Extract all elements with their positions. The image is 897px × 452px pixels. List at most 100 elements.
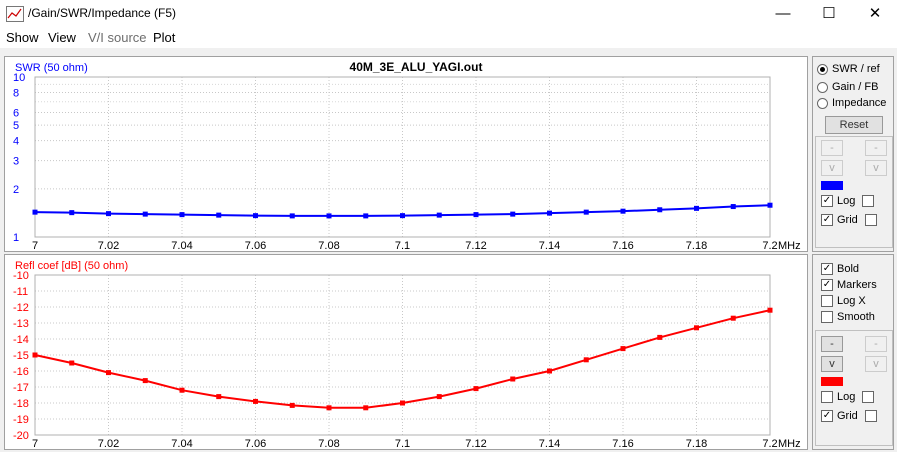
reset-button[interactable]: Reset (825, 116, 883, 134)
top-grid-checkbox[interactable]: ✓ (821, 214, 833, 227)
refl-y-axis-title: Refl coef [dB] (50 ohm) (15, 260, 128, 272)
menu-view[interactable]: View (48, 30, 76, 45)
swr-data-point (547, 210, 552, 216)
refl-plot-panel: 7 7.02 7.04 7.06 7.08 7.1 7.12 7.14 7.16 7.18 7.2 M… (4, 254, 808, 450)
menu-bar: Show View V/I source Plot (0, 28, 897, 48)
bottom-color-swatch[interactable] (821, 377, 843, 386)
swr-ytick-label: 5 (13, 120, 19, 132)
swr-plot-panel: 7 7.02 7.04 7.06 7.08 7.1 7.12 7.14 7.16 7.18 7.2 M… (4, 56, 808, 252)
smooth-checkbox[interactable] (821, 311, 833, 324)
swr-data-point (730, 204, 736, 210)
refl-ytick-label: -18 (13, 398, 29, 410)
top-right-v-button[interactable]: v (865, 160, 887, 176)
radio-swr-label: SWR / ref (832, 63, 880, 75)
swr-data-point (694, 205, 699, 211)
refl-xtick-label: 7.04 (171, 438, 192, 449)
top-axis-group (815, 136, 893, 248)
refl-data-point (694, 325, 699, 331)
radio-swr-dot[interactable] (817, 63, 828, 75)
bottom-log-label: Log (837, 391, 856, 404)
swr-y-axis-title: SWR (50 ohm) (15, 62, 88, 74)
refl-ytick-label: -19 (13, 414, 29, 426)
refl-data-point (473, 386, 479, 392)
markers-row: ✓ Markers (821, 279, 877, 293)
swr-data-point (657, 207, 663, 213)
refl-ytick-label: -17 (13, 382, 29, 394)
radio-impedance[interactable]: Impedance (817, 97, 886, 111)
swr-xtick-label: 7.06 (245, 240, 266, 251)
maximize-button[interactable]: ☐ (822, 5, 836, 22)
radio-impedance-label: Impedance (832, 97, 887, 109)
bottom-grid-checkbox[interactable]: ✓ (821, 410, 833, 423)
swr-ytick-label: 10 (13, 72, 25, 84)
refl-xtick-label: 7.2 (762, 438, 777, 449)
top-color-swatch[interactable] (821, 181, 843, 190)
refl-ytick-label: -16 (13, 366, 29, 378)
swr-xtick-label: 7.04 (171, 240, 192, 251)
swr-xtick-label: 7.14 (539, 240, 560, 251)
bottom-log-checkbox[interactable] (821, 391, 833, 404)
refl-xtick-label: 7.16 (612, 438, 633, 449)
bottom-left-minus-button[interactable]: - (821, 336, 843, 352)
refl-ytick-label: -11 (13, 286, 28, 298)
window-title: /Gain/SWR/Impedance (F5) (28, 6, 177, 20)
swr-ytick-label: 2 (13, 184, 19, 196)
radio-gain-label: Gain / FB (832, 81, 879, 93)
radio-impedance-dot[interactable] (817, 97, 828, 109)
menu-show[interactable]: Show (6, 30, 39, 45)
bottom-grid-row: ✓ Grid (821, 410, 877, 424)
markers-checkbox[interactable]: ✓ (821, 279, 833, 292)
refl-data-point (767, 307, 773, 313)
refl-data-point (69, 360, 75, 366)
radio-gain[interactable]: Gain / FB (817, 81, 878, 95)
top-log-row: ✓ Log (821, 195, 875, 209)
top-log-checkbox[interactable]: ✓ (821, 195, 833, 208)
swr-data-point (142, 211, 148, 217)
bottom-grid-right-checkbox[interactable] (864, 410, 877, 423)
swr-data-point (510, 211, 516, 217)
bottom-right-minus-button[interactable]: - (865, 336, 887, 352)
bottom-axis-group (815, 330, 893, 446)
refl-xtick-label: 7.18 (686, 438, 707, 449)
bottom-right-v-button[interactable]: v (865, 356, 887, 372)
refl-ytick-label: -13 (13, 318, 29, 330)
refl-xtick-label: 7.06 (245, 438, 266, 449)
bottom-grid-label: Grid (837, 410, 858, 423)
top-left-v-button[interactable]: v (821, 160, 843, 176)
refl-chart: 7 7.02 7.04 7.06 7.08 7.1 7.12 7.14 7.16 7.18 7.2 M… (13, 260, 801, 450)
top-left-minus-button[interactable]: - (821, 140, 843, 156)
top-log-label: Log (837, 195, 856, 208)
title-bar: /Gain/SWR/Impedance (F5) — ☐ ✕ (0, 0, 897, 28)
chart-app-icon (7, 8, 22, 19)
refl-data-point (289, 402, 295, 408)
top-log-right-checkbox[interactable] (862, 195, 875, 208)
swr-data-point (473, 212, 479, 218)
bold-checkbox[interactable]: ✓ (821, 263, 833, 276)
bottom-log-right-checkbox[interactable] (862, 391, 875, 404)
refl-xtick-label: 7.02 (98, 438, 119, 449)
swr-ytick-label: 1 (13, 232, 19, 244)
swr-data-point (363, 213, 369, 219)
refl-data-point (657, 334, 663, 340)
menu-vi-source[interactable]: V/I source (88, 30, 147, 45)
refl-x-unit: MHz (778, 438, 801, 449)
refl-data-point (253, 398, 258, 404)
refl-data-point (142, 378, 148, 384)
refl-data-point (730, 315, 736, 321)
swr-xtick-label: 7.16 (612, 240, 633, 251)
swr-ytick-label: 4 (13, 136, 19, 148)
radio-swr[interactable]: SWR / ref (817, 63, 880, 77)
radio-gain-dot[interactable] (817, 81, 828, 93)
close-button[interactable]: ✕ (868, 5, 882, 22)
smooth-row: Smooth (821, 311, 875, 325)
swr-xtick-label: 7.08 (318, 240, 339, 251)
minimize-button[interactable]: — (775, 5, 791, 22)
menu-plot[interactable]: Plot (153, 30, 176, 45)
refl-ytick-label: -14 (13, 334, 29, 346)
refl-ytick-label: -20 (13, 430, 29, 442)
top-grid-right-checkbox[interactable] (864, 214, 877, 227)
logx-checkbox[interactable] (821, 295, 833, 308)
top-right-minus-button[interactable]: - (865, 140, 887, 156)
bottom-log-row: Log (821, 391, 875, 405)
bottom-left-v-button[interactable]: v (821, 356, 843, 372)
